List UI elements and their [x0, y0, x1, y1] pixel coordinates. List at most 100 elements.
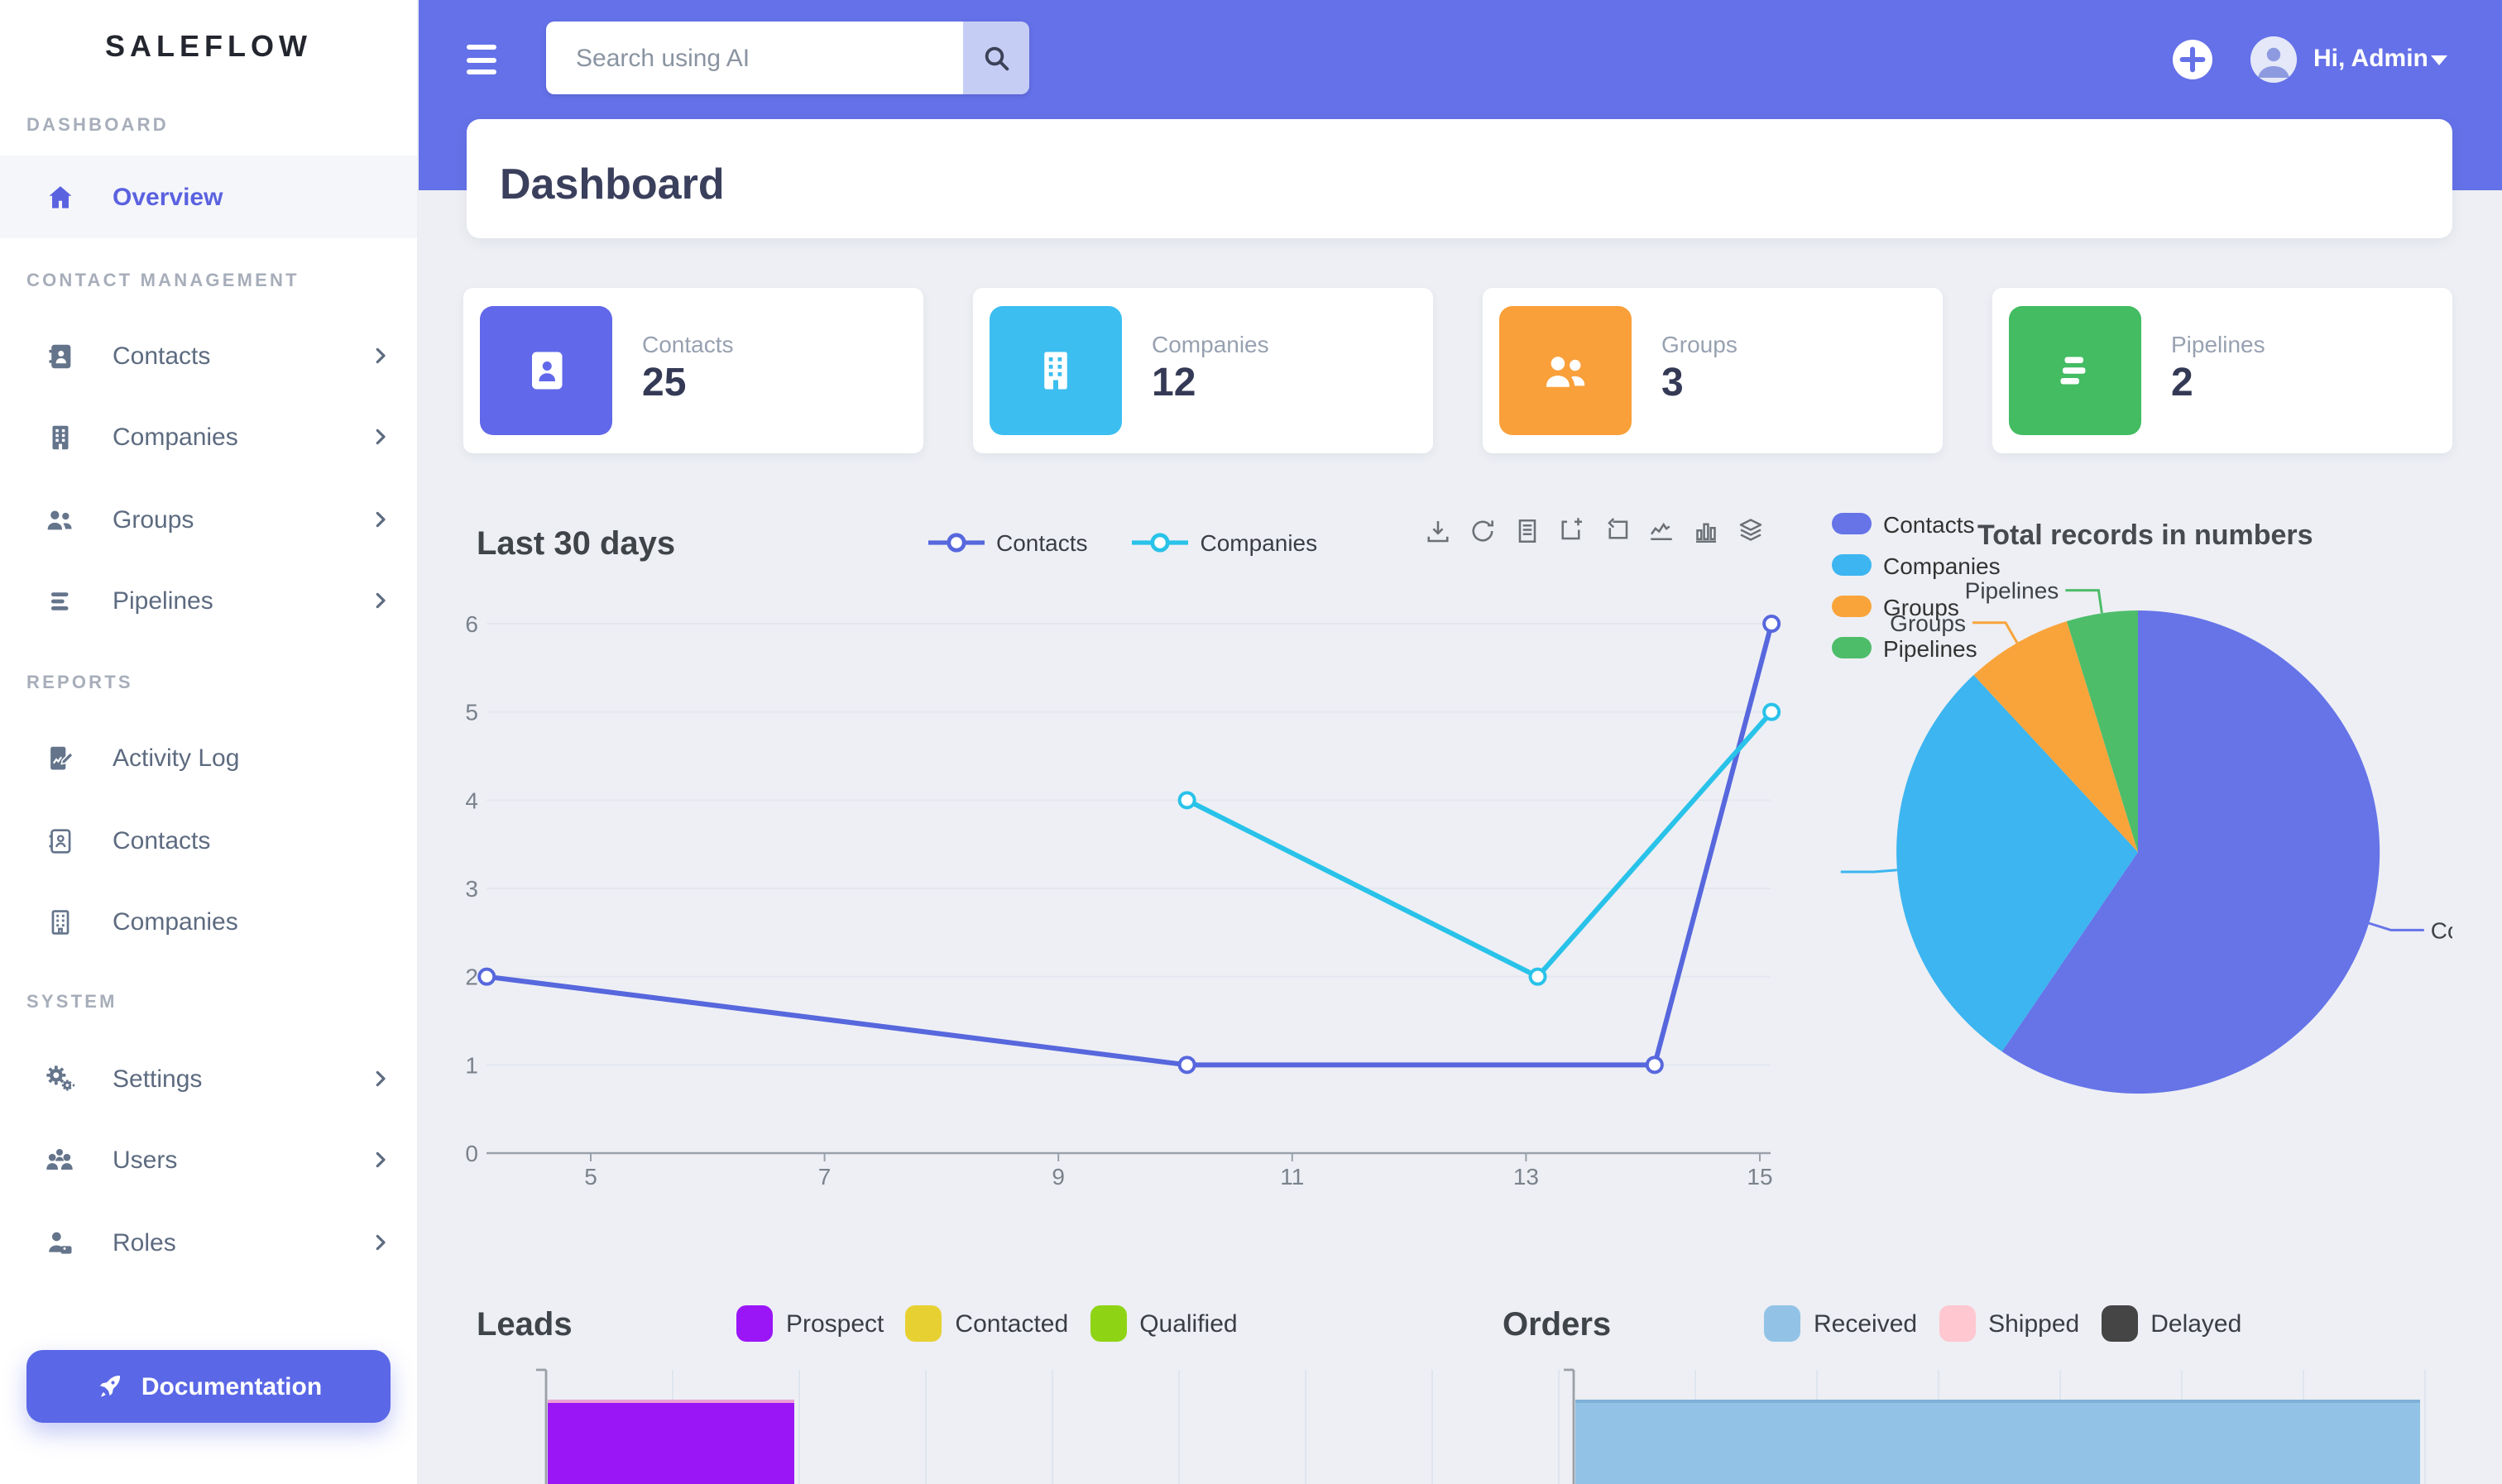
- contact-book-icon: [521, 346, 571, 395]
- sidebar-item-label: Contacts: [113, 342, 211, 370]
- leads-chart-canvas: [536, 1368, 1560, 1484]
- legend-label: Companies: [1883, 552, 2001, 578]
- sidebar-item-groups[interactable]: Groups: [0, 486, 417, 553]
- line-chart-legend: Contacts Companies: [927, 529, 1317, 556]
- page-title-card: [467, 119, 2452, 238]
- sidebar-item-label: Pipelines: [113, 586, 213, 615]
- user-greeting[interactable]: Hi, Admin: [2313, 45, 2428, 73]
- legend-label: Pipelines: [1883, 634, 1977, 661]
- legend-label: Groups: [1883, 593, 1959, 620]
- stat-label: Pipelines: [2171, 331, 2265, 357]
- legend-label: Shipped: [1988, 1309, 2080, 1338]
- zoom-reset-icon[interactable]: [1602, 516, 1632, 546]
- legend-swatch: [1832, 637, 1872, 658]
- sidebar-item-companies-report[interactable]: Companies: [0, 888, 417, 955]
- sidebar-item-roles[interactable]: Roles: [0, 1209, 417, 1276]
- caret-down-icon[interactable]: [2429, 51, 2449, 68]
- download-icon[interactable]: [1423, 516, 1453, 546]
- pipeline-icon: [2050, 346, 2100, 395]
- legend-item-prospect[interactable]: Prospect: [736, 1305, 884, 1342]
- chevron-right-icon: [367, 424, 394, 450]
- legend-item-shipped[interactable]: Shipped: [1939, 1305, 2079, 1342]
- svg-text:Pipelines: Pipelines: [1965, 578, 2059, 604]
- pie-chart-canvas: ContactsGroupsPipelines: [1840, 578, 2452, 1094]
- legend-label: Contacts: [996, 529, 1088, 556]
- sidebar: SALEFLOW DASHBOARD Overview CONTACT MANA…: [0, 0, 419, 1484]
- chevron-right-icon: [367, 587, 394, 614]
- zoom-select-icon[interactable]: [1557, 516, 1587, 546]
- add-new-button[interactable]: [2171, 38, 2214, 81]
- legend-item-qualified[interactable]: Qualified: [1090, 1305, 1238, 1342]
- pie-chart-title: Total records in numbers: [1977, 519, 2313, 551]
- section-label-system: SYSTEM: [26, 993, 117, 1012]
- stack-mode-icon[interactable]: [1736, 516, 1766, 546]
- line-legend-marker: [1132, 533, 1189, 553]
- chart-toolbar: [1423, 516, 1766, 546]
- svg-text:5: 5: [584, 1164, 597, 1190]
- svg-text:3: 3: [465, 876, 478, 902]
- svg-text:5: 5: [465, 700, 478, 725]
- contact-book-icon: [43, 339, 76, 372]
- legend-item-companies[interactable]: Companies: [1832, 552, 2001, 578]
- svg-text:9: 9: [1052, 1164, 1065, 1190]
- stat-value: 2: [2171, 361, 2193, 405]
- svg-text:6: 6: [465, 611, 478, 637]
- building-icon: [43, 420, 76, 453]
- activity-log-icon: [43, 741, 76, 774]
- legend-swatch: [1832, 596, 1872, 617]
- legend-item-contacts[interactable]: Contacts: [1832, 510, 2001, 537]
- section-label-reports: REPORTS: [26, 673, 133, 693]
- line-chart-canvas: 5 7 9 11 13 15 0 1 2 3 4 5 6: [465, 611, 1781, 1190]
- chevron-right-icon: [367, 342, 394, 369]
- sidebar-item-settings[interactable]: Settings: [0, 1046, 417, 1112]
- legend-label: Companies: [1200, 529, 1318, 556]
- stat-card-companies: Companies 12: [973, 288, 1433, 453]
- pie-chart-legend: Contacts Companies Groups Pipelines: [1832, 510, 2001, 678]
- legend-item-pipelines[interactable]: Pipelines: [1832, 634, 2001, 661]
- chevron-right-icon: [367, 1065, 394, 1092]
- sidebar-item-label: Roles: [113, 1228, 176, 1257]
- line-legend-marker: [928, 533, 985, 553]
- legend-item-contacted[interactable]: Contacted: [905, 1305, 1068, 1342]
- refresh-icon[interactable]: [1468, 516, 1498, 546]
- home-icon: [43, 180, 76, 213]
- data-view-icon[interactable]: [1512, 516, 1542, 546]
- brand-logo: SALEFLOW: [105, 30, 312, 63]
- legend-label: Contacts: [1883, 510, 1975, 537]
- sidebar-item-activity-log[interactable]: Activity Log: [0, 725, 417, 791]
- pipelines-stat-tile: [2009, 306, 2141, 435]
- users-icon: [43, 1143, 76, 1176]
- rocket-icon: [95, 1372, 125, 1401]
- sidebar-item-companies[interactable]: Companies: [0, 404, 417, 470]
- line-mode-icon[interactable]: [1646, 516, 1676, 546]
- search-button[interactable]: [963, 22, 1029, 94]
- leads-chart-title: Leads: [477, 1307, 573, 1343]
- documentation-button[interactable]: Documentation: [26, 1350, 391, 1423]
- legend-swatch: [1832, 513, 1872, 534]
- stat-value: 12: [1152, 361, 1196, 405]
- sidebar-item-users[interactable]: Users: [0, 1127, 417, 1193]
- bar-mode-icon[interactable]: [1691, 516, 1721, 546]
- contact-book-outline-icon: [43, 824, 76, 857]
- svg-text:4: 4: [465, 787, 478, 813]
- sidebar-item-contacts[interactable]: Contacts: [0, 323, 417, 389]
- svg-text:1: 1: [465, 1052, 478, 1078]
- sidebar-item-label: Users: [113, 1146, 178, 1174]
- sidebar-item-overview[interactable]: Overview: [0, 156, 417, 238]
- avatar[interactable]: [2250, 36, 2297, 83]
- legend-item-received[interactable]: Received: [1764, 1305, 1917, 1342]
- legend-item-companies[interactable]: Companies: [1131, 529, 1318, 556]
- section-label-dashboard: DASHBOARD: [26, 116, 169, 136]
- sidebar-item-label: Overview: [113, 183, 223, 211]
- sidebar-item-pipelines[interactable]: Pipelines: [0, 567, 417, 634]
- legend-item-groups[interactable]: Groups: [1832, 593, 2001, 620]
- legend-item-delayed[interactable]: Delayed: [2101, 1305, 2241, 1342]
- legend-item-contacts[interactable]: Contacts: [927, 529, 1088, 556]
- hamburger-menu-icon[interactable]: [467, 45, 496, 74]
- sidebar-item-label: Companies: [113, 423, 238, 451]
- leads-chart-legend: Prospect Contacted Qualified: [736, 1305, 1238, 1342]
- sidebar-item-contacts-report[interactable]: Contacts: [0, 807, 417, 874]
- search-input[interactable]: [546, 22, 963, 94]
- search-bar: [546, 22, 1029, 94]
